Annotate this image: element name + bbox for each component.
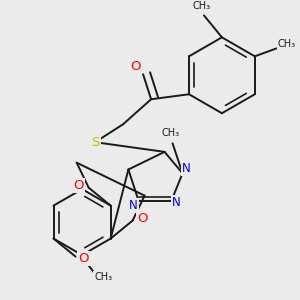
Text: O: O <box>137 212 148 225</box>
Text: O: O <box>130 60 140 73</box>
Text: N: N <box>182 162 191 175</box>
Text: CH₃: CH₃ <box>193 2 211 11</box>
Text: CH₃: CH₃ <box>278 39 296 49</box>
Text: O: O <box>78 252 89 265</box>
Text: O: O <box>74 179 84 192</box>
Text: CH₃: CH₃ <box>161 128 180 138</box>
Text: N: N <box>172 196 181 209</box>
Text: S: S <box>91 136 99 149</box>
Text: N: N <box>129 199 138 212</box>
Text: CH₃: CH₃ <box>94 272 112 281</box>
